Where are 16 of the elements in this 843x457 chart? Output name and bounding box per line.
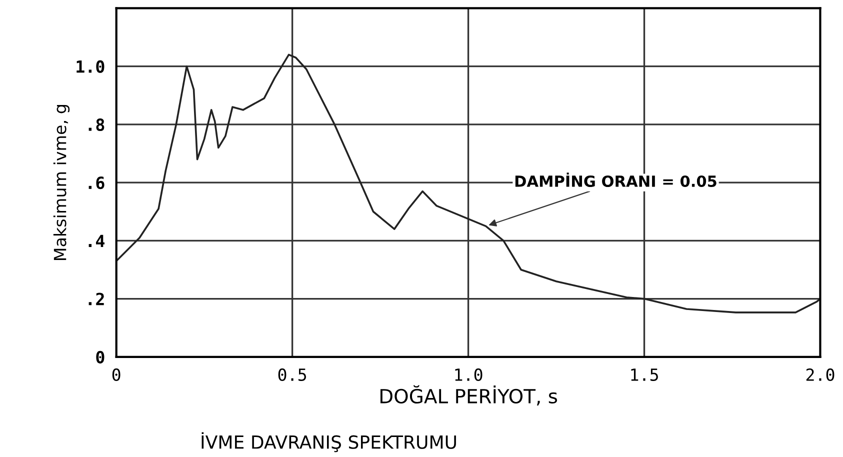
y-axis-title: Maksimum ivme, g [53,105,70,260]
y-tick-label: .4 [88,234,104,248]
x-tick-label: 0 [112,368,120,382]
x-tick-label: 0.5 [278,368,306,382]
y-tick-label: 1.0 [76,60,104,73]
x-tick-label: 1.0 [455,368,482,382]
y-tick-label: .2 [88,292,104,306]
y-tick-label: .6 [88,176,104,190]
y-tick-label: 0 [96,350,104,364]
y-tick-label: .8 [88,118,104,132]
line-series [116,54,820,314]
text: İVME DAVRANIŞ SPEKTRUMU [202,432,456,452]
x-tick-label: 1.5 [631,368,658,382]
annotation: DAMPİNG ORANI = 0.05 [515,172,716,188]
x-axis-title: DOĞAL PERİYOT, s [380,385,558,406]
x-tick-label: 2.0 [806,368,834,382]
